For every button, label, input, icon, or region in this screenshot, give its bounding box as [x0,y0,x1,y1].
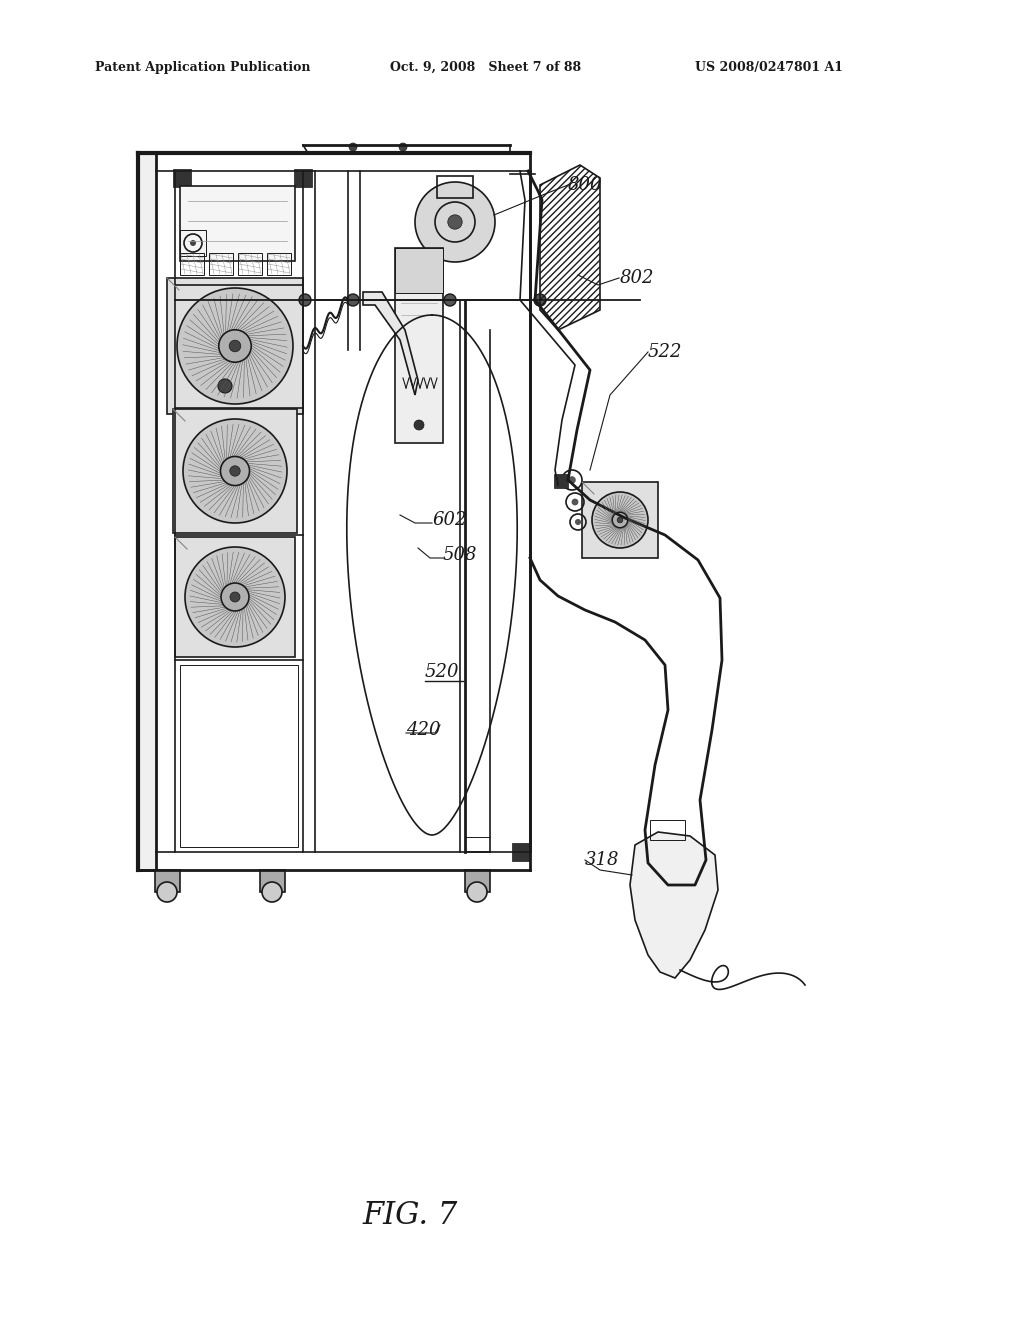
Text: 522: 522 [648,343,683,360]
Circle shape [592,492,648,548]
Text: 802: 802 [620,269,654,286]
Bar [437,176,473,198]
Circle shape [399,143,407,150]
Bar [554,474,568,488]
Circle shape [230,591,240,602]
Circle shape [229,341,241,352]
Bar [395,248,443,444]
Text: Oct. 9, 2008   Sheet 7 of 88: Oct. 9, 2008 Sheet 7 of 88 [390,61,582,74]
Text: 520: 520 [425,663,460,681]
Circle shape [229,466,241,477]
Bar [173,409,297,533]
Text: 420: 420 [406,721,440,739]
Circle shape [571,499,579,506]
Circle shape [299,294,311,306]
Circle shape [574,519,581,525]
Text: Patent Application Publication: Patent Application Publication [95,61,310,74]
Circle shape [183,418,287,523]
Bar [582,482,658,558]
Circle shape [218,379,232,393]
Bar [180,186,295,261]
Bar [180,665,298,847]
Bar [173,169,191,187]
Text: 508: 508 [443,546,477,564]
Bar [238,253,262,275]
Circle shape [157,882,177,902]
Circle shape [415,182,495,261]
Bar [167,279,303,414]
Text: 318: 318 [585,851,620,869]
Circle shape [349,143,357,150]
Bar [294,169,312,187]
Bar [180,253,204,275]
Bar [175,537,295,657]
Bar [209,253,233,275]
Circle shape [612,512,628,528]
Circle shape [185,546,285,647]
Bar [395,248,443,293]
Polygon shape [362,292,418,395]
Text: 800: 800 [568,176,602,194]
Circle shape [447,215,462,230]
Bar [138,153,156,870]
Text: 602: 602 [432,511,467,529]
Circle shape [347,294,359,306]
Polygon shape [630,832,718,978]
Bar [650,820,685,840]
Circle shape [221,583,249,611]
Bar [512,843,530,861]
Circle shape [219,330,251,362]
Circle shape [220,457,250,486]
Circle shape [568,477,575,484]
Bar [267,253,291,275]
Circle shape [177,288,293,404]
Bar [260,870,285,892]
Circle shape [190,240,196,246]
Circle shape [414,420,424,430]
Bar [180,230,206,256]
Circle shape [617,517,623,523]
Bar [155,870,180,892]
Circle shape [444,294,456,306]
Circle shape [534,294,546,306]
Bar [465,870,490,892]
Circle shape [467,882,487,902]
Text: US 2008/0247801 A1: US 2008/0247801 A1 [695,61,843,74]
Circle shape [262,882,282,902]
Text: FIG. 7: FIG. 7 [362,1200,458,1230]
